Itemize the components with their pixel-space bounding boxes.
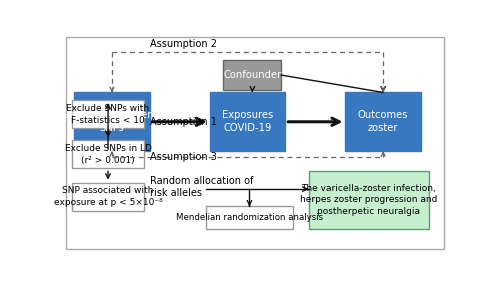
FancyBboxPatch shape [224, 60, 282, 90]
FancyBboxPatch shape [346, 92, 421, 151]
Text: Exposures
COVID-19: Exposures COVID-19 [222, 110, 273, 133]
Text: Genetic instruments
SNPs: Genetic instruments SNPs [61, 110, 163, 133]
Text: Assumption 1: Assumption 1 [150, 117, 216, 127]
Text: Outcomes
zoster: Outcomes zoster [358, 110, 408, 133]
FancyBboxPatch shape [72, 100, 144, 128]
Text: Random allocation of
risk alleles: Random allocation of risk alleles [150, 176, 253, 198]
Text: SNP associated with
exposure at p < 5×10⁻⁸: SNP associated with exposure at p < 5×10… [54, 186, 162, 207]
Text: Assumption 3: Assumption 3 [150, 151, 216, 162]
Text: Confounder: Confounder [223, 70, 282, 80]
FancyBboxPatch shape [206, 206, 293, 229]
Text: Exclude SNPs in LD
(r² > 0.001): Exclude SNPs in LD (r² > 0.001) [64, 144, 152, 165]
FancyBboxPatch shape [308, 171, 428, 229]
FancyBboxPatch shape [72, 182, 144, 211]
Text: Assumption 2: Assumption 2 [150, 39, 216, 49]
Text: Mendelian randomization analysis: Mendelian randomization analysis [176, 213, 323, 222]
FancyBboxPatch shape [72, 140, 144, 168]
FancyBboxPatch shape [210, 92, 286, 151]
FancyBboxPatch shape [66, 37, 444, 249]
Text: The varicella-zoster infection,
herpes zoster progression and
postherpetic neura: The varicella-zoster infection, herpes z… [300, 184, 438, 216]
FancyBboxPatch shape [74, 92, 150, 151]
Text: Exclude SNPs with
F-statistics < 10: Exclude SNPs with F-statistics < 10 [66, 104, 150, 125]
